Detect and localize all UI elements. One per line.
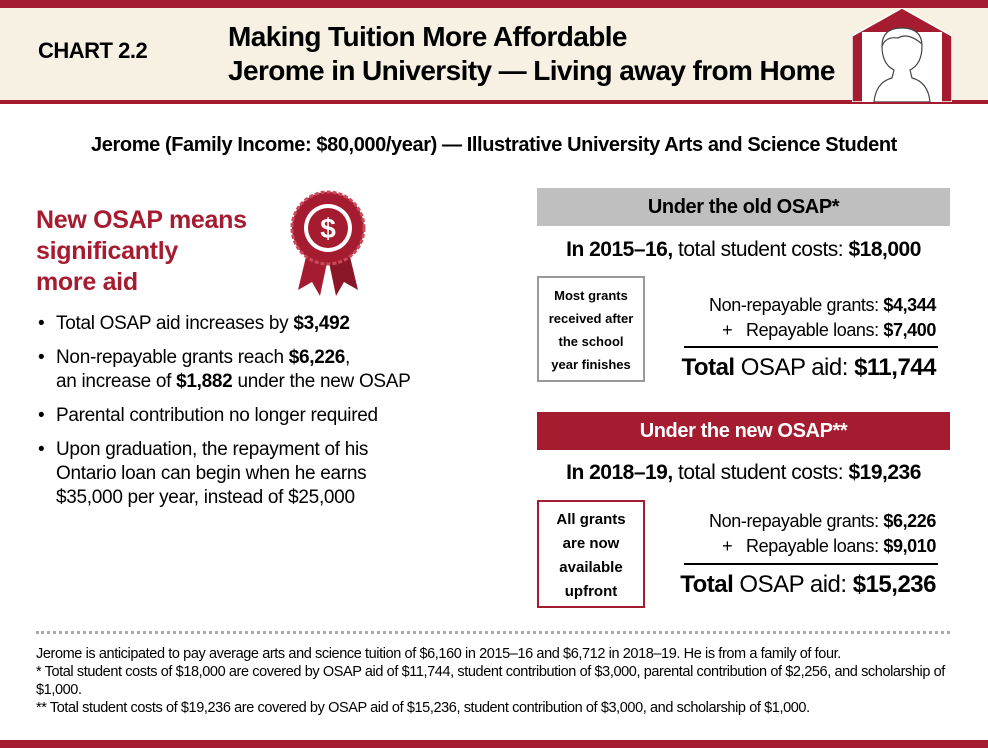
old-grants: Non-repayable grants: $4,344	[709, 295, 936, 315]
new-total-aid: Total OSAP aid: $15,236	[680, 571, 936, 598]
top-bar	[0, 0, 988, 8]
footnote: * Total student costs of $18,000 are cov…	[36, 664, 945, 698]
page-title: Making Tuition More Affordable Jerome in…	[228, 20, 836, 88]
list-item: Total OSAP aid increases by $3,492	[36, 312, 506, 336]
header-band	[0, 8, 988, 100]
footnote: Jerome is anticipated to pay average art…	[36, 646, 841, 662]
old-total-costs: In 2015–16, total student costs: $18,000	[566, 238, 921, 261]
bottom-bar	[0, 740, 988, 748]
new-grants-note: All grants are now available upfront	[537, 500, 645, 608]
student-in-house-icon	[852, 8, 952, 102]
chart-label: CHART 2.2	[38, 38, 148, 63]
footnote: ** Total student costs of $19,236 are co…	[36, 700, 810, 716]
lead-line: New OSAP means	[36, 206, 247, 234]
new-loans: + Repayable loans: $9,010	[722, 536, 936, 556]
lead-line: more aid	[36, 268, 138, 296]
lead-heading: New OSAP means significantly more aid	[36, 205, 247, 298]
old-sum-rule	[684, 346, 938, 348]
header-divider	[0, 100, 988, 104]
new-total-costs: In 2018–19, total student costs: $19,236	[566, 461, 921, 484]
subtitle: Jerome (Family Income: $80,000/year) — I…	[91, 134, 897, 156]
new-osap-heading: Under the new OSAP**	[537, 412, 950, 450]
old-total-aid: Total OSAP aid: $11,744	[681, 354, 937, 381]
footnotes: Jerome is anticipated to pay average art…	[36, 645, 956, 717]
old-loans: + Repayable loans: $7,400	[722, 320, 936, 340]
old-osap-heading: Under the old OSAP*	[537, 188, 950, 226]
benefits-list: Total OSAP aid increases by $3,492 Non-r…	[36, 312, 506, 520]
old-grants-note: Most grants received after the school year …	[537, 276, 645, 382]
footnote-divider	[36, 631, 950, 634]
dollar-ribbon-icon: $	[290, 190, 366, 296]
title-line-1: Making Tuition More Affordable	[228, 21, 627, 52]
list-item: Parental contribution no longer required	[36, 404, 506, 428]
lead-line: significantly	[36, 237, 178, 265]
title-line-2: Jerome in University — Living away from …	[228, 55, 836, 86]
new-sum-rule	[684, 563, 938, 565]
list-item: Upon graduation, the repayment of hisOnt…	[36, 438, 506, 510]
svg-text:$: $	[320, 213, 336, 244]
new-grants: Non-repayable grants: $6,226	[709, 511, 936, 531]
list-item: Non-repayable grants reach $6,226,an inc…	[36, 346, 506, 394]
